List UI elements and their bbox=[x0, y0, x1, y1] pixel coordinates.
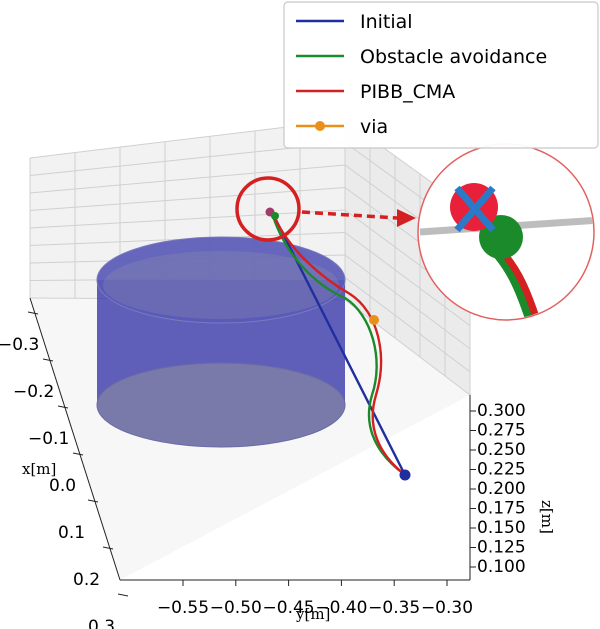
grid-lines bbox=[29, 119, 471, 396]
x-axis-ticks: −0.3 −0.2 −0.1 0.0 0.1 0.2 0.3 bbox=[0, 311, 129, 629]
x-tick-mark bbox=[117, 593, 129, 597]
z-tick-label: 0.300 bbox=[477, 401, 526, 421]
z-axis-ticks: 0.3000.2750.2500.2250.2000.1750.1500.125… bbox=[470, 401, 526, 577]
x-tick-label: 0.2 bbox=[73, 570, 100, 590]
z-axis-label: z[m] bbox=[538, 500, 556, 534]
z-tick-label: 0.225 bbox=[477, 460, 526, 480]
x-tick-label: 0.1 bbox=[58, 523, 85, 543]
start-point-green bbox=[271, 212, 279, 220]
inset-magnified-view bbox=[417, 143, 595, 321]
grid-line bbox=[29, 209, 346, 229]
legend-label: Initial bbox=[360, 11, 413, 33]
z-tick-label: 0.175 bbox=[477, 499, 526, 519]
z-tick-label: 0.150 bbox=[477, 518, 526, 538]
y-tick-label: −0.45 bbox=[263, 598, 315, 618]
y-tick-label: −0.35 bbox=[368, 598, 420, 618]
cylinder-obstacle bbox=[96, 236, 346, 448]
z-tick-label: 0.200 bbox=[477, 479, 526, 499]
y-axis-label: y[m] bbox=[295, 605, 330, 623]
x-tick-mark bbox=[42, 358, 54, 362]
legend-marker bbox=[315, 121, 325, 131]
x-tick-mark bbox=[57, 405, 69, 409]
zoom-arrow-head bbox=[397, 209, 416, 227]
cross-marker-stroke-b bbox=[454, 185, 496, 233]
grid-line bbox=[344, 277, 471, 373]
grid-line bbox=[29, 164, 346, 194]
axis-lines bbox=[29, 297, 471, 581]
series-obstacle-avoidance-line bbox=[270, 212, 405, 475]
z-tick-label: 0.250 bbox=[477, 440, 526, 460]
z-tick-label: 0.275 bbox=[477, 421, 526, 441]
y-axis-ticks: −0.55 −0.50 −0.45 −0.40 −0.35 −0.30 bbox=[157, 580, 473, 618]
y-tick-label: −0.50 bbox=[210, 598, 262, 618]
x-tick-label: 0.3 bbox=[88, 617, 115, 629]
x-tick-mark bbox=[72, 452, 84, 456]
z-tick-label: 0.125 bbox=[477, 538, 526, 558]
zoom-arrow bbox=[301, 210, 398, 220]
series-via-point bbox=[369, 315, 379, 325]
grid-line bbox=[344, 299, 471, 396]
end-point bbox=[399, 469, 411, 481]
y-tick-label: −0.55 bbox=[157, 598, 209, 618]
x-tick-mark bbox=[27, 311, 39, 315]
x-tick-label: 0.0 bbox=[49, 476, 76, 496]
x-tick-mark bbox=[87, 499, 99, 503]
y-tick-label: −0.40 bbox=[315, 598, 367, 618]
series-pibb-cma-line bbox=[270, 211, 405, 475]
x-tick-label: −0.1 bbox=[28, 429, 69, 449]
zoom-highlight-circle bbox=[235, 176, 301, 242]
x-axis-label: x[m] bbox=[22, 460, 56, 478]
x-tick-label: −0.3 bbox=[0, 335, 39, 355]
legend-label: Obstacle avoidance bbox=[360, 46, 547, 68]
legend-label: via bbox=[360, 116, 388, 138]
z-tick-label: 0.100 bbox=[477, 557, 526, 577]
x-tick-mark bbox=[102, 546, 114, 550]
legend-label: PIBB_CMA bbox=[360, 81, 455, 103]
trajectories bbox=[270, 211, 407, 476]
grid-line bbox=[344, 254, 471, 350]
y-tick-label: −0.30 bbox=[421, 598, 473, 618]
grid-line bbox=[344, 232, 471, 327]
x-tick-label: −0.2 bbox=[13, 382, 54, 402]
